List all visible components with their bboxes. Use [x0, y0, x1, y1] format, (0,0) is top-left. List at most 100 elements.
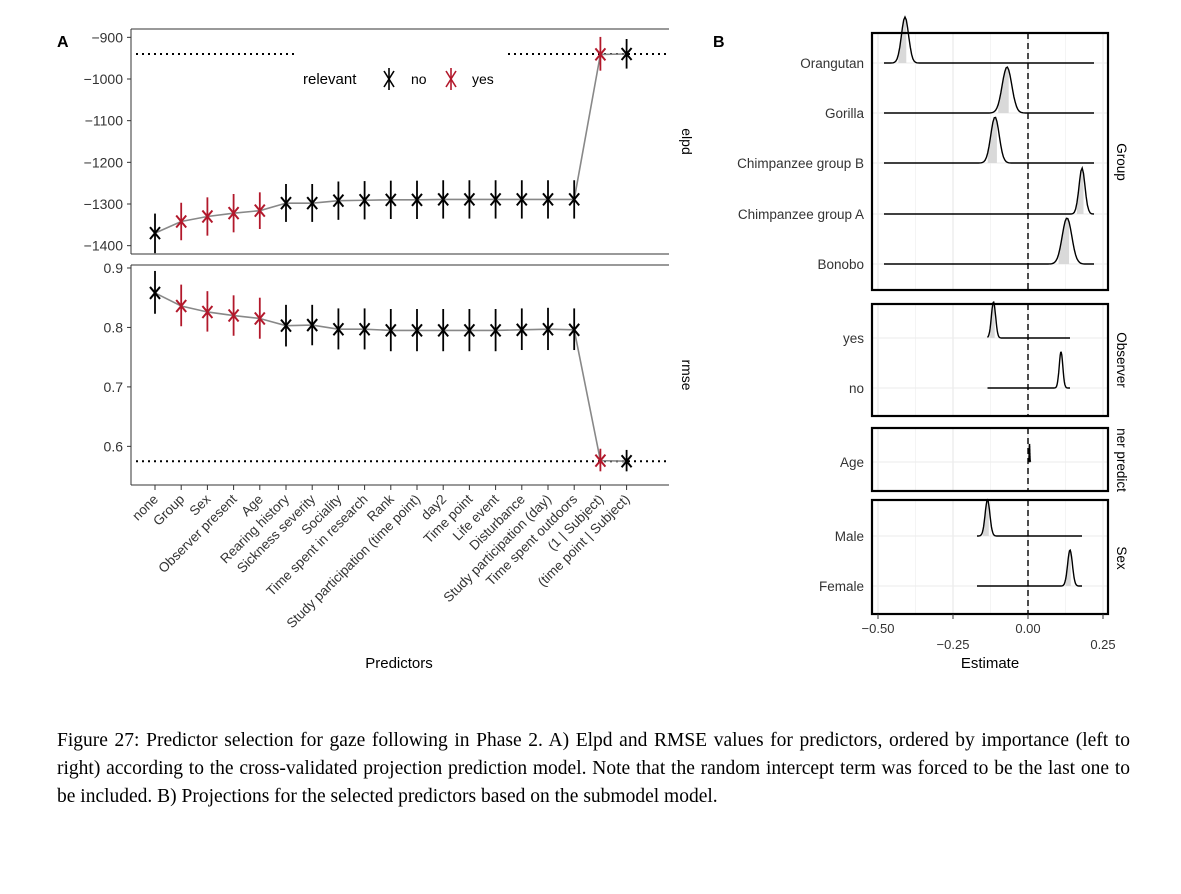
row-label-chimpanzee-group-a: Chimpanzee group A — [738, 207, 864, 222]
y-tick-label: −1400 — [84, 238, 124, 254]
point-mark — [254, 311, 266, 326]
point-mark — [463, 323, 476, 338]
facet-strip-label: Sex — [1114, 546, 1129, 570]
row-label-male: Male — [835, 529, 864, 544]
legend-key-yes — [445, 68, 457, 90]
density-fill-male — [982, 500, 989, 536]
x-axis-title-predictors: Predictors — [365, 655, 433, 672]
point-mark — [306, 318, 318, 332]
y-tick-label: −1000 — [84, 71, 124, 87]
point-mark — [175, 299, 187, 313]
panel-b-chart: Orangutan Gorilla Chimpanzee group B Chimpa… — [737, 15, 1129, 672]
panel-b-label: B — [713, 34, 725, 51]
point-mark — [149, 286, 161, 300]
point-mark — [594, 453, 607, 468]
row-label-chimpanzee-group-b: Chimpanzee group B — [737, 156, 864, 171]
row-label-no: no — [849, 381, 864, 396]
legend-label-no: no — [411, 71, 427, 87]
point-mark — [280, 196, 292, 210]
facet-sex: Male Female Sex — [819, 498, 1129, 616]
point-mark — [385, 193, 397, 207]
density-fill-chimpanzee-group-a — [1076, 168, 1084, 214]
row-label-age: Age — [840, 455, 864, 470]
density-curve-chimpanzee-group-a — [884, 165, 1095, 215]
facet-label-rmse: rmse — [679, 359, 695, 390]
y-tick-label: 0.8 — [104, 319, 124, 335]
point-mark — [227, 308, 240, 323]
y-tick-label: 0.6 — [104, 438, 124, 454]
density-curve-orangutan — [884, 15, 1094, 64]
legend-label-yes: yes — [472, 71, 494, 87]
x-axis-title-estimate: Estimate — [961, 655, 1019, 672]
estimate-axis: −0.50 −0.25 0.00 0.25 Estimate — [862, 614, 1116, 672]
point-mark — [437, 192, 449, 207]
facet-strip-label: Group — [1114, 143, 1129, 181]
facet-observer: yes no Observer — [843, 301, 1129, 418]
panel-a-label: A — [57, 34, 69, 51]
point-mark — [516, 192, 528, 207]
point-mark — [568, 323, 580, 337]
point-mark — [463, 192, 476, 207]
x-tick-label: −0.25 — [937, 637, 970, 652]
point-mark — [411, 193, 423, 207]
density-fill-orangutan — [898, 17, 907, 63]
facet-border — [870, 302, 1110, 418]
legend-title: relevant — [303, 71, 357, 88]
facet-border — [870, 498, 1110, 616]
point-mark — [385, 323, 397, 338]
row-label-orangutan: Orangutan — [800, 56, 864, 71]
point-mark — [201, 305, 214, 319]
x-tick-label: −0.50 — [862, 621, 895, 636]
point-mark — [254, 204, 266, 218]
point-mark — [358, 322, 371, 336]
x-tick-label: 0.00 — [1015, 621, 1040, 636]
density-fill-bonobo — [1058, 218, 1070, 264]
point-mark — [227, 206, 240, 220]
density-fill-female — [1065, 550, 1071, 586]
facet-strip-label: Observer — [1114, 332, 1129, 388]
y-tick-label: 0.7 — [104, 379, 124, 395]
legend-key-no — [383, 68, 395, 90]
rmse-facet: 0.9 0.8 0.7 0.6 rmse — [104, 260, 695, 486]
density-curve-chimpanzee-group-b — [884, 116, 1094, 164]
density-curve-yes — [986, 301, 1070, 339]
elpd-facet: −900 −1000 −1100 −1200 −1300 −1400 elpd — [84, 28, 695, 255]
row-label-bonobo: Bonobo — [817, 257, 864, 272]
point-mark — [594, 47, 607, 62]
density-fill-chimpanzee-group-b — [987, 117, 997, 163]
x-tick-label: 0.25 — [1090, 637, 1115, 652]
y-tick-label: −1100 — [85, 113, 123, 129]
point-mark — [620, 47, 633, 61]
figure: A B −900 −1000 −1100 −1200 −1300 −1400 elpd 0.… — [57, 15, 1129, 672]
point-mark — [358, 193, 371, 207]
legend: relevant no yes — [303, 68, 494, 90]
facet-other-predictors: Age ner predict — [840, 426, 1129, 492]
density-curve-age — [1027, 443, 1032, 463]
density-fill-yes — [989, 302, 995, 338]
y-tick-label: 0.9 — [104, 260, 124, 276]
row-label-female: Female — [819, 579, 864, 594]
y-tick-label: −1300 — [84, 196, 124, 212]
facet-label-elpd: elpd — [679, 128, 695, 154]
figure-caption: Figure 27: Predictor selection for gaze … — [57, 730, 1130, 807]
facet-group: Orangutan Gorilla Chimpanzee group B Chimpa… — [737, 15, 1129, 292]
density-fill-gorilla — [998, 67, 1009, 113]
facet-strip-label: ner predict — [1114, 428, 1129, 492]
row-label-gorilla: Gorilla — [825, 106, 865, 121]
facet-border — [870, 31, 1110, 292]
point-mark — [516, 323, 528, 337]
point-mark — [149, 226, 161, 240]
density-curve-gorilla — [884, 66, 1094, 114]
point-mark — [437, 323, 449, 338]
point-mark — [280, 319, 292, 333]
point-mark — [568, 192, 580, 207]
point-mark — [306, 196, 318, 210]
point-mark — [542, 322, 554, 336]
density-curve-male — [977, 498, 1082, 537]
point-mark — [332, 194, 345, 208]
point-mark — [332, 322, 345, 336]
point-mark — [489, 323, 502, 338]
point-mark — [201, 209, 214, 224]
point-mark — [411, 323, 423, 338]
